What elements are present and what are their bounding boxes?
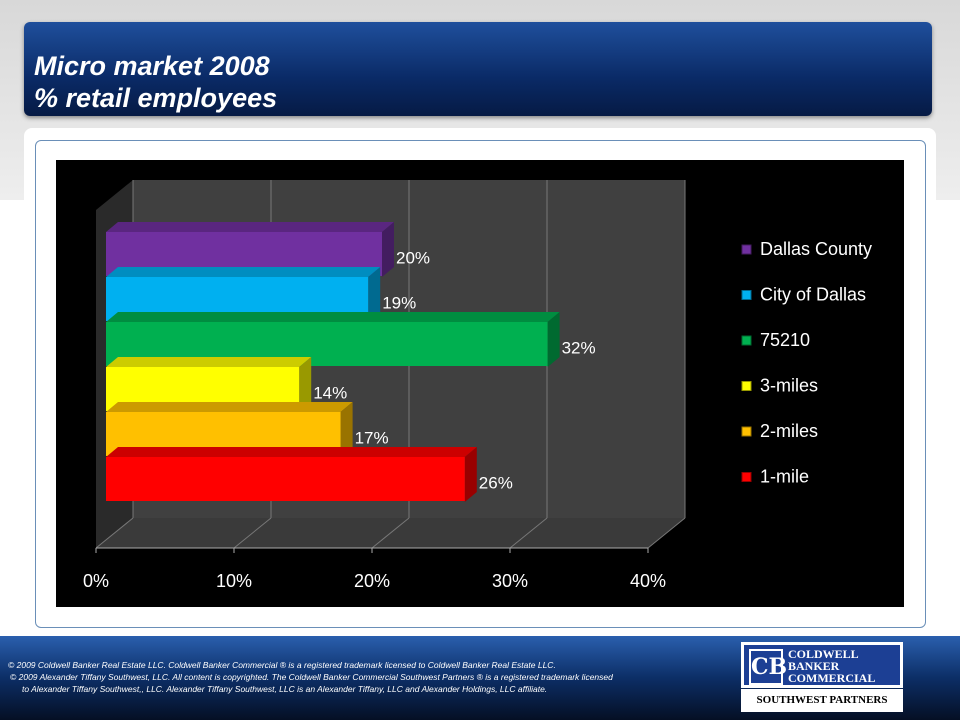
data-label: 32%: [562, 339, 596, 358]
data-label: 20%: [396, 249, 430, 268]
cb-seal-icon: CB: [749, 649, 787, 685]
data-label: 26%: [479, 474, 513, 493]
bar-top: [106, 267, 381, 277]
bar-top: [106, 222, 394, 232]
logo-text: BANKER: [788, 659, 840, 673]
bar-side: [464, 447, 477, 502]
legend-label: Dallas County: [760, 239, 872, 259]
logo-subtitle: SOUTHWEST PARTNERS: [741, 689, 903, 712]
content-frame: [35, 140, 926, 628]
legend-label: 75210: [760, 330, 810, 350]
x-tick-label: 20%: [354, 571, 390, 591]
legend-swatch: [741, 290, 752, 300]
title-line-2: % retail employees: [34, 83, 278, 113]
copyright-line-1: © 2009 Coldwell Banker Real Estate LLC. …: [8, 660, 556, 670]
bar-side: [299, 357, 312, 412]
bar-top: [106, 312, 560, 322]
legend-label: City of Dallas: [760, 285, 866, 305]
legend-swatch: [741, 335, 752, 346]
legend-swatch: [741, 381, 752, 391]
logo-text: COLDWELL: [788, 647, 859, 661]
title-bar: [24, 22, 932, 116]
copyright-line-2: © 2009 Alexander Tiffany Southwest, LLC.…: [10, 672, 613, 682]
gridline: [647, 517, 686, 549]
bar-side: [547, 312, 560, 367]
bar-side: [382, 222, 394, 277]
x-tick-label: 30%: [492, 571, 528, 591]
data-label: 17%: [355, 429, 389, 448]
data-label: 19%: [382, 294, 416, 313]
gridline: [371, 517, 410, 549]
bar-top: [106, 357, 312, 367]
legend-label: 3-miles: [760, 376, 818, 396]
slide-title: Micro market 2008% retail employees: [34, 50, 277, 114]
legend-swatch: [741, 426, 752, 437]
x-tick-label: 40%: [630, 571, 666, 591]
bar-chart: 0% 10% 20% 30% 40% 20% Dallas County 19% City of…: [56, 160, 904, 607]
bar-top: [106, 402, 353, 412]
legend-label: 1-mile: [760, 467, 809, 487]
legend-swatch: [741, 472, 752, 482]
data-label: 14%: [313, 384, 347, 403]
gridline: [95, 517, 134, 549]
legend-label: 2-miles: [760, 421, 818, 441]
legend-swatch: [741, 244, 752, 255]
bar-side: [368, 267, 381, 322]
bar-top: [106, 447, 477, 457]
copyright-line-3: to Alexander Tiffany Southwest,, LLC. Al…: [22, 684, 548, 694]
company-logo: CB COLDWELL BANKER COMMERCIAL SOUTHWEST …: [741, 642, 903, 712]
gridline: [509, 517, 548, 549]
bar-side: [340, 402, 353, 457]
logo-text: COMMERCIAL: [788, 671, 876, 685]
gridline: [233, 517, 272, 549]
title-line-1: Micro market 2008: [34, 51, 270, 81]
x-tick-label: 10%: [216, 571, 252, 591]
bar-1-mile: [106, 457, 465, 501]
x-tick-label: 0%: [83, 571, 109, 591]
